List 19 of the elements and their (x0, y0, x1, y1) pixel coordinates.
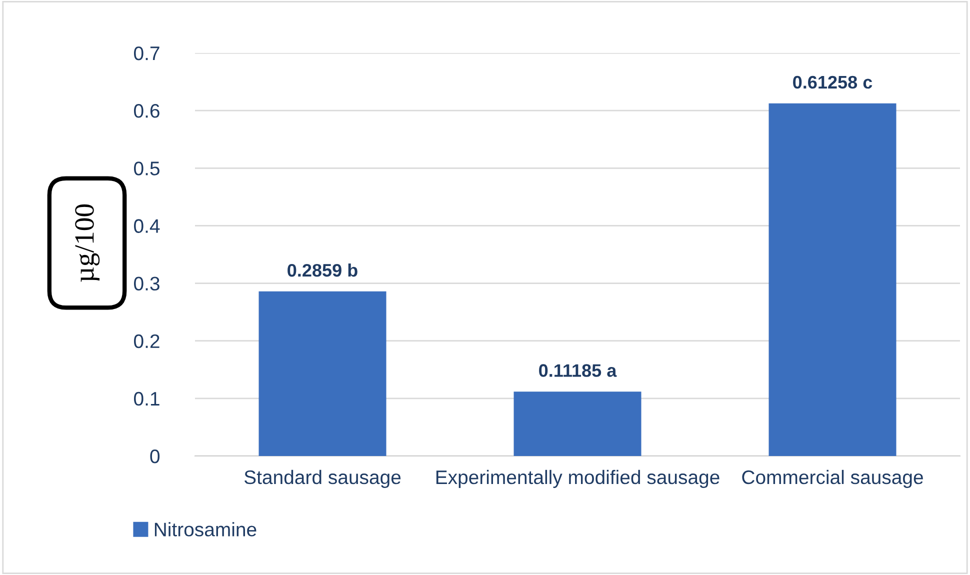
x-tick-label: Standard sausage (244, 470, 401, 488)
y-tick-label: 0.5 (134, 162, 160, 176)
data-label: 0.2859 b (288, 263, 358, 277)
y-tick-label: 0 (150, 449, 160, 464)
y-axis-title: µg/100 (75, 204, 100, 282)
data-label: 0.61258 c (793, 76, 872, 89)
y-tick-label: 0.6 (134, 104, 160, 118)
y-tick-label: 0.4 (134, 219, 160, 233)
legend-label: Nitrosamine (154, 522, 256, 536)
bar (768, 103, 896, 456)
x-tick-label: Experimentally modified sausage (436, 470, 720, 488)
y-tick-label: 0.2 (134, 334, 160, 348)
y-tick-label: 0.1 (134, 392, 160, 406)
y-tick-label: 0.7 (134, 46, 160, 60)
bar (514, 392, 642, 456)
bar (258, 291, 386, 456)
data-label: 0.11185 a (539, 364, 617, 377)
y-tick-label: 0.3 (134, 276, 160, 291)
x-tick-label: Commercial sausage (742, 470, 923, 488)
